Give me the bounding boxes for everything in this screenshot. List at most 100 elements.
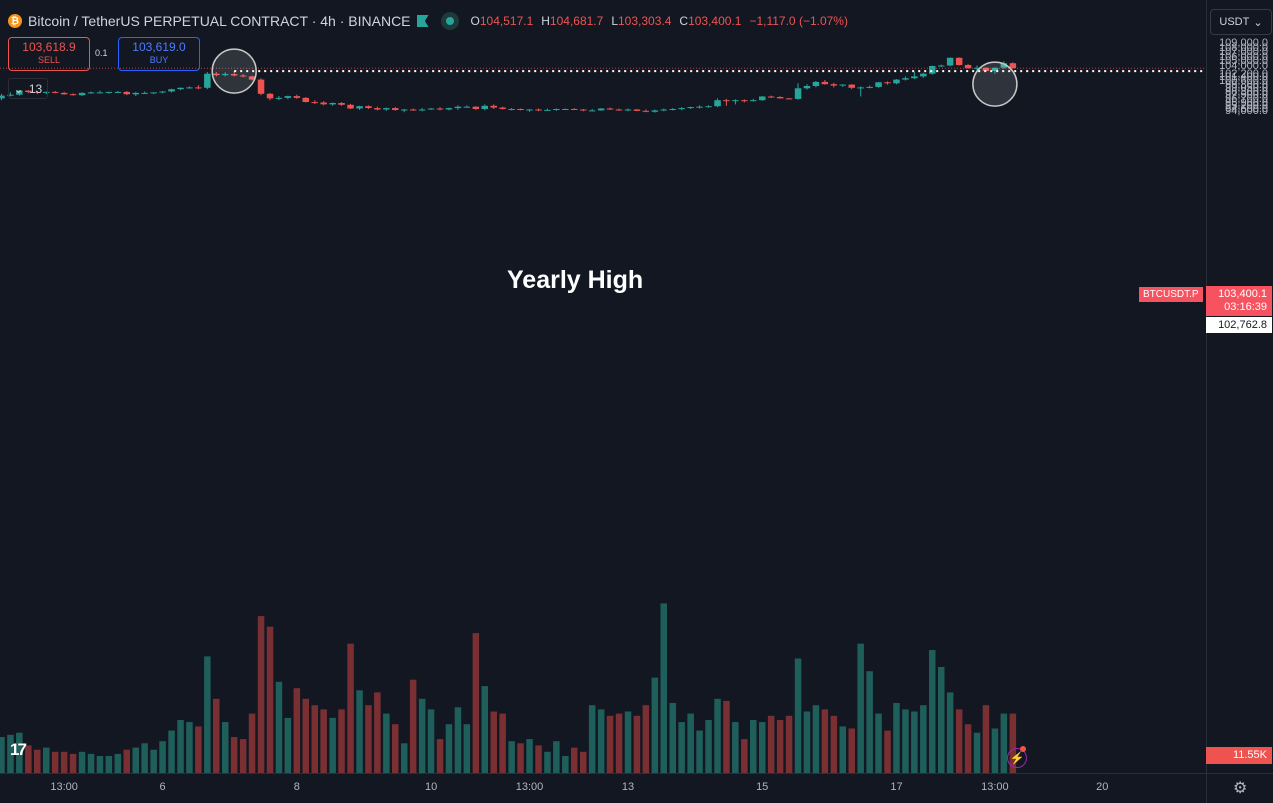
volume-bar [204, 656, 211, 773]
ohlc-values: O104,517.1 H104,681.7 L103,303.4 C103,40… [471, 14, 848, 28]
symbol-title[interactable]: Bitcoin / TetherUS PERPETUAL CONTRACT · … [28, 13, 411, 29]
price-chart[interactable] [0, 0, 1206, 773]
candle [311, 100, 318, 104]
candle [34, 91, 41, 95]
tradingview-logo[interactable]: 17 [10, 740, 27, 759]
volume-bar [490, 711, 497, 773]
candle [615, 108, 623, 111]
price-tick-label: 97,500.0 [1225, 89, 1268, 102]
market-status-icon[interactable] [440, 12, 459, 30]
candle-body [7, 94, 14, 96]
volume-bar [633, 715, 641, 773]
buy-button[interactable]: 103,619.0 BUY [118, 37, 200, 71]
volume-bar [311, 705, 318, 773]
candle [705, 105, 712, 108]
candle-body [803, 86, 811, 89]
volume-bar [964, 724, 972, 773]
candle [499, 106, 506, 110]
candle-body [204, 73, 211, 88]
last-price-tag: 103,400.1 03:16:39 [1206, 286, 1272, 316]
volume-bar [284, 717, 292, 773]
yearly-high-annotation[interactable]: Yearly High [507, 266, 644, 294]
candle-body [311, 102, 318, 104]
candle [848, 84, 855, 90]
volume-bar [329, 717, 336, 773]
candle-body [946, 57, 954, 66]
indicator-count: 13 [28, 81, 43, 96]
candle [481, 104, 488, 111]
candle-body [0, 95, 5, 99]
volume-bar [436, 739, 444, 773]
price-tick-label: 98,300.0 [1225, 85, 1268, 98]
candle [839, 84, 846, 87]
volume-bar [87, 753, 95, 773]
volume-bar [857, 643, 864, 773]
candle [347, 103, 354, 109]
candle-body [553, 109, 560, 110]
volume-bar [168, 730, 175, 773]
sell-button[interactable]: 103,618.9 SELL [8, 37, 90, 71]
candle-body [266, 93, 274, 99]
candle-body [383, 108, 390, 110]
flag-icon[interactable] [416, 15, 429, 27]
candle-body [615, 109, 623, 111]
candle-body [714, 100, 721, 107]
candle-body [392, 108, 399, 110]
volume-bar [383, 713, 390, 773]
indicators-toggle-button[interactable]: ⌄ 13 [8, 78, 48, 99]
candle-body [580, 109, 587, 111]
candle [732, 99, 739, 105]
volume-bar [293, 688, 301, 773]
candle [508, 108, 515, 111]
time-axis[interactable]: 13:00 6 8 10 13:00 13 15 17 13:00 20 [0, 773, 1206, 803]
currency-select[interactable]: USDT ⌄ [1210, 9, 1272, 35]
ohlc-close: C103,400.1 [679, 14, 742, 28]
volume-bar [687, 713, 694, 773]
candle [964, 64, 972, 69]
candle [418, 108, 426, 112]
candle-body [955, 57, 963, 65]
chevron-down-icon: ⌄ [1253, 16, 1263, 29]
volume-bar [472, 633, 480, 773]
candle [338, 102, 345, 106]
candle [812, 81, 820, 88]
ohlc-change: −1,117.0 (−1.07%) [749, 14, 848, 28]
volume-bar [159, 741, 166, 773]
symbol-legend[interactable]: ₿ Bitcoin / TetherUS PERPETUAL CONTRACT … [8, 12, 848, 30]
price-axis[interactable]: 109,000.0 108,000.0 107,000.0 106,000.0 105,… [1206, 0, 1273, 773]
volume-bar [812, 705, 820, 773]
candle-body [794, 88, 802, 99]
candle-body [973, 67, 981, 69]
sell-price: 103,618.9 [22, 40, 76, 54]
candle-body [213, 73, 220, 76]
volume-bar [526, 739, 533, 773]
candle [669, 108, 676, 111]
volume-bar [114, 753, 122, 773]
candle-body [34, 91, 41, 93]
volume-bar [588, 705, 596, 773]
lightning-alert-icon[interactable]: ⚡ [1007, 748, 1027, 768]
order-quantity[interactable]: 0.1 [95, 48, 108, 58]
candle-body [866, 86, 873, 88]
gear-icon[interactable]: ⚙ [1233, 780, 1248, 797]
volume-bar [741, 739, 748, 773]
candle-body [490, 105, 497, 108]
volume-bar [642, 705, 650, 773]
candle [60, 91, 68, 95]
candle [123, 91, 130, 96]
candle-body [141, 92, 148, 94]
volume-bar [884, 730, 891, 773]
bar-countdown: 03:16:39 [1224, 301, 1267, 313]
candle [356, 105, 363, 110]
candle [696, 105, 703, 109]
currency-label: USDT [1219, 16, 1250, 28]
time-tick-label: 6 [159, 781, 166, 793]
candle-body [78, 92, 86, 96]
candle-body [678, 108, 685, 110]
candle-body [991, 67, 999, 71]
volume-bar [606, 715, 614, 773]
candle-body [499, 107, 506, 109]
volume-bar [427, 709, 435, 773]
candle-body [123, 91, 130, 95]
candle-body [750, 100, 757, 102]
